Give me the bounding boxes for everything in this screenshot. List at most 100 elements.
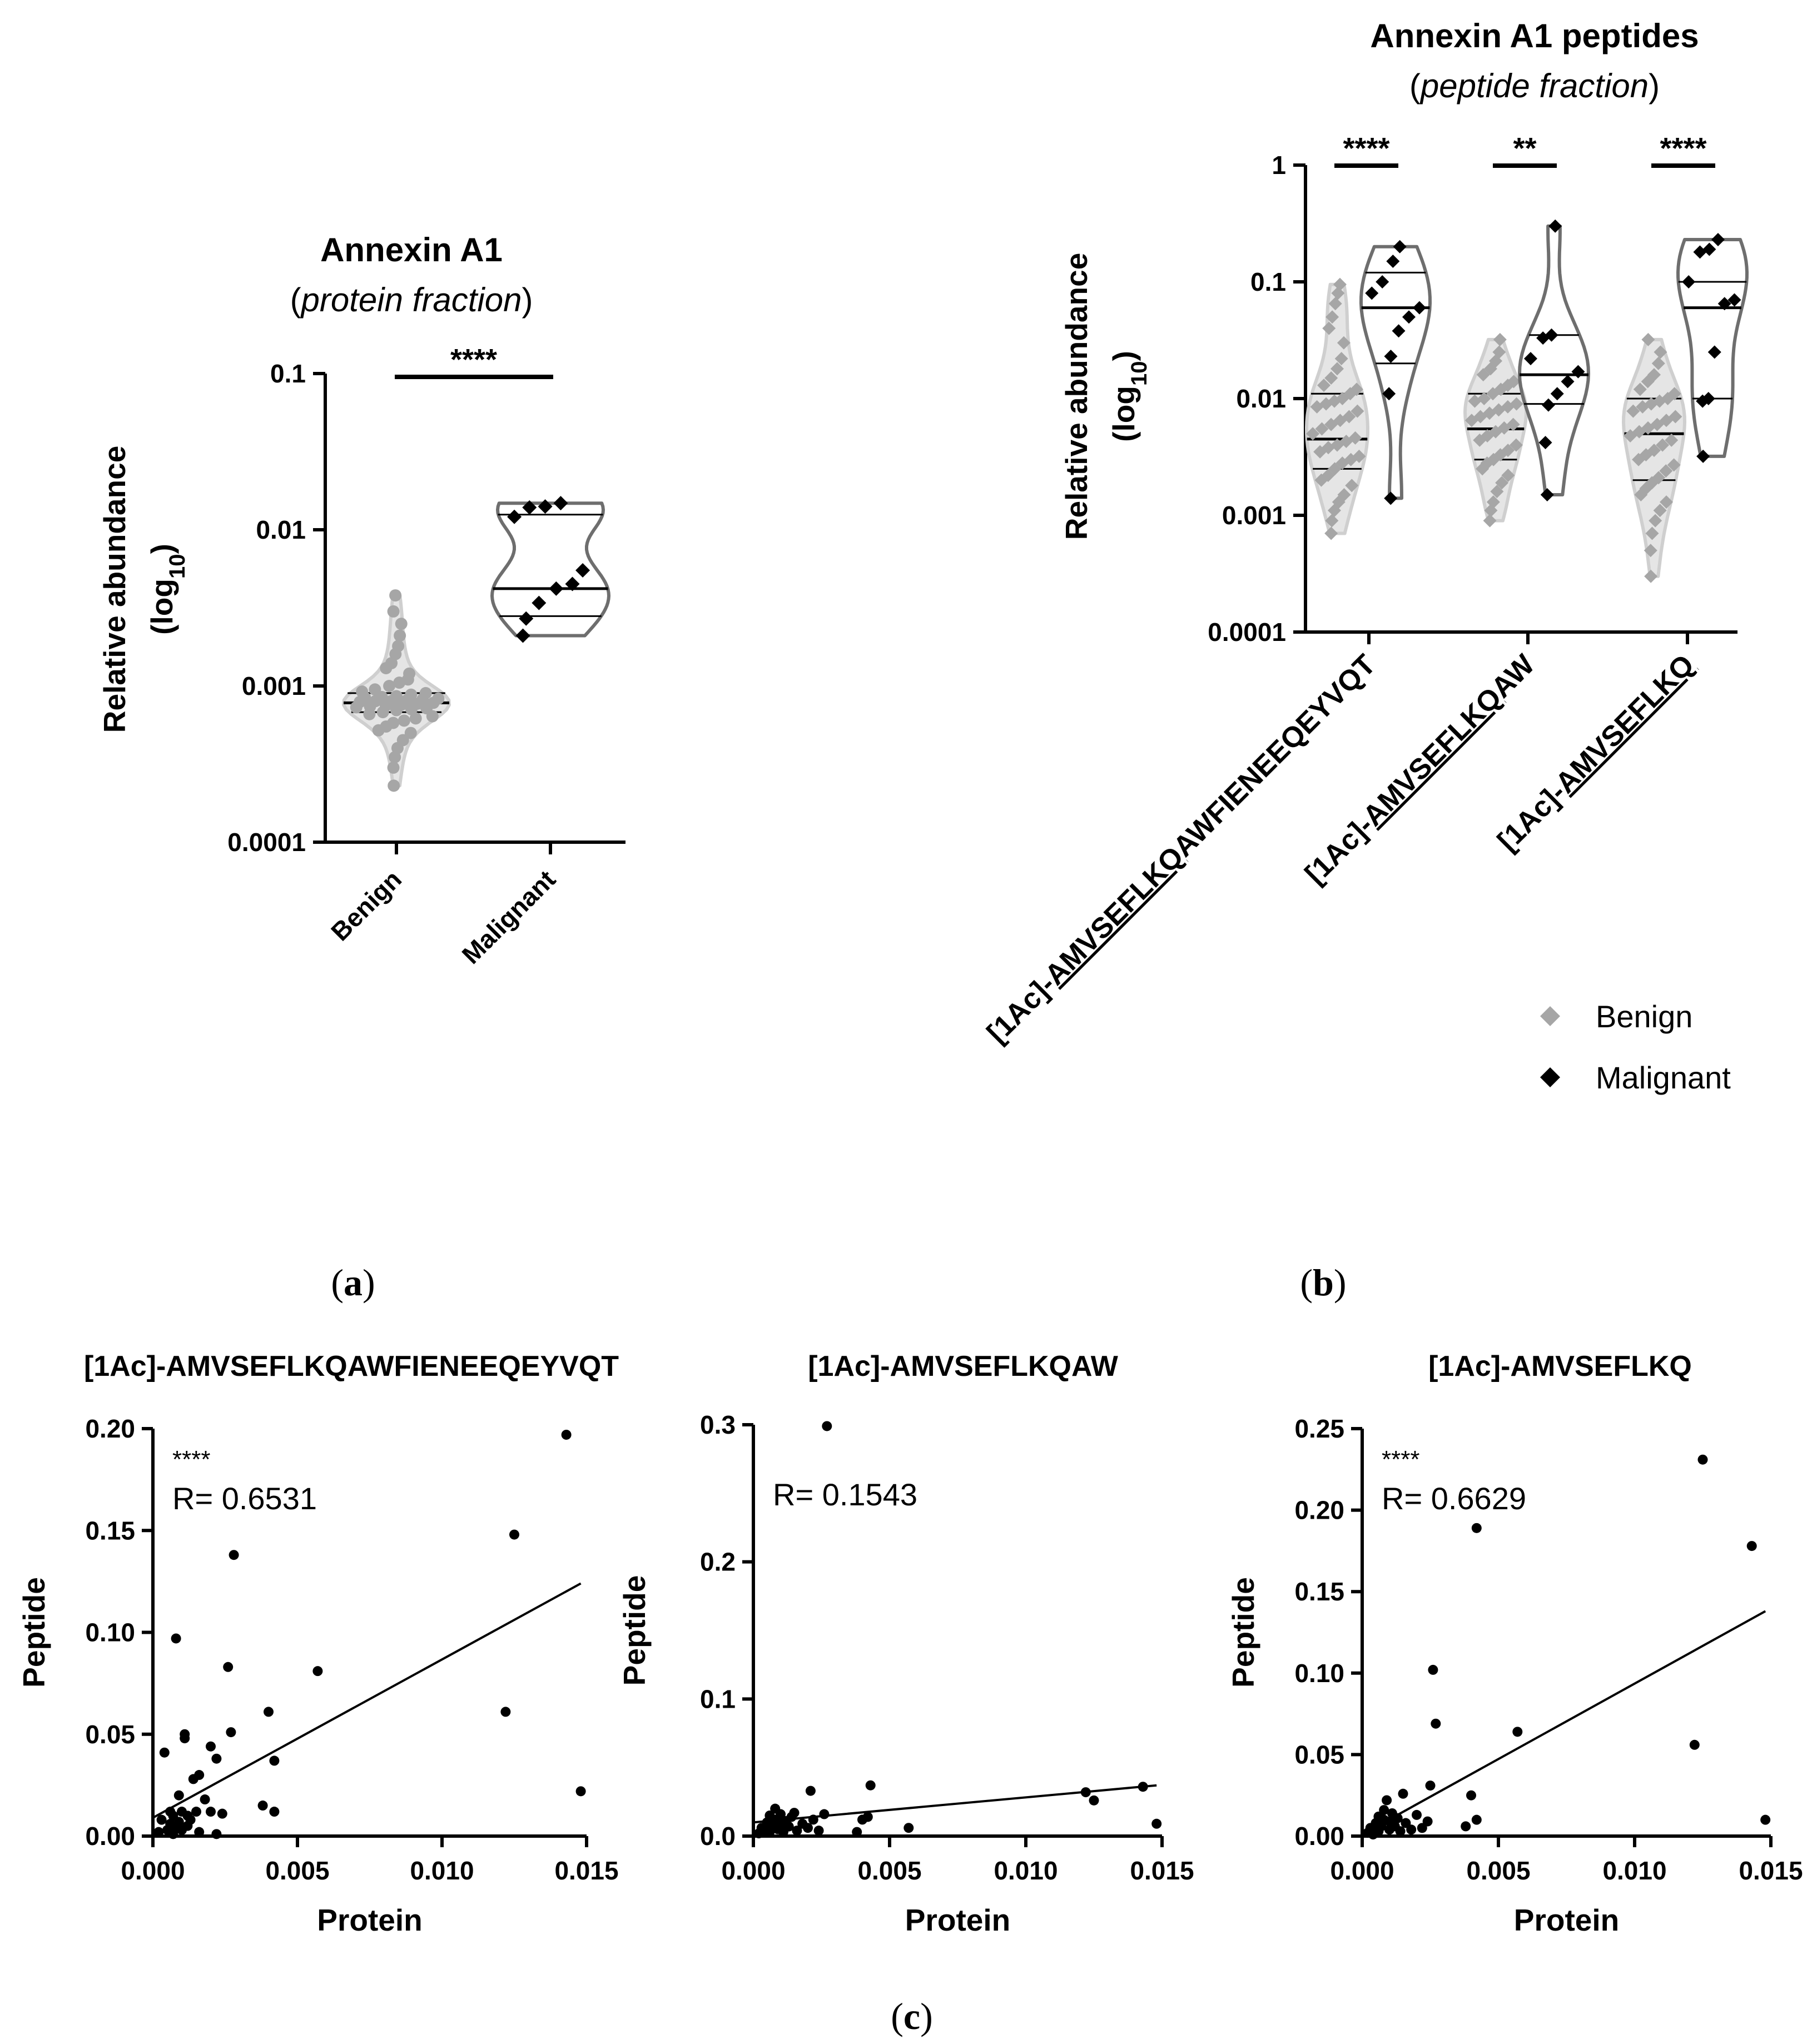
data-point [1501, 469, 1515, 483]
data-point [1571, 365, 1585, 379]
data-point [1492, 345, 1506, 359]
data-point [180, 1729, 190, 1739]
data-point [171, 1633, 181, 1644]
data-point [1351, 404, 1364, 418]
y-axis-label: Relative abundance [1059, 253, 1094, 540]
significance-label: ** [1513, 132, 1536, 165]
data-point [1550, 387, 1564, 401]
data-point [1349, 382, 1363, 396]
violin-outline [1359, 245, 1432, 500]
data-point [1651, 356, 1665, 370]
x-tick-label: 0.015 [554, 1856, 618, 1885]
significance-label: **** [1343, 132, 1389, 165]
data-point [1697, 1454, 1708, 1465]
data-point [1468, 394, 1482, 408]
data-point [1345, 479, 1359, 493]
data-point [532, 595, 547, 610]
data-point [1328, 462, 1342, 476]
data-point [264, 1707, 274, 1717]
data-point [1386, 255, 1400, 268]
data-point [822, 1421, 832, 1431]
data-point [1506, 417, 1520, 431]
y-tick-label: 0.00 [1294, 1822, 1344, 1851]
data-point [1080, 1787, 1091, 1798]
data-point [388, 779, 400, 792]
y-tick-label: 0.001 [1222, 501, 1286, 530]
data-point [269, 1807, 280, 1817]
data-point [1727, 293, 1741, 307]
data-point [792, 1826, 802, 1836]
data-point [1395, 1826, 1406, 1837]
data-point [1490, 485, 1504, 499]
data-point [538, 499, 553, 514]
y-tick-label: 0.0 [700, 1822, 736, 1851]
x-tick-label: 0.005 [1466, 1856, 1530, 1885]
data-point [1538, 436, 1552, 450]
data-point [1644, 544, 1657, 558]
correlation-label: R= 0.6531 [172, 1481, 317, 1516]
x-axis-label: Protein [1514, 1903, 1619, 1937]
data-point [185, 1814, 196, 1825]
data-point [1647, 444, 1661, 457]
data-point [1151, 1818, 1162, 1829]
y-tick-label: 0.1 [1250, 267, 1286, 296]
data-point [1501, 444, 1515, 457]
data-point [1626, 404, 1640, 418]
data-point [1365, 286, 1379, 300]
data-point [419, 687, 432, 699]
data-point [1548, 219, 1562, 233]
data-point [507, 509, 522, 524]
data-point [852, 1827, 862, 1837]
y-tick-label: 0.3 [700, 1410, 736, 1439]
x-tick-label: 0.000 [121, 1856, 185, 1885]
data-point [561, 1429, 572, 1440]
legend: Benign Malignant [1540, 999, 1731, 1095]
data-point [1428, 1664, 1438, 1675]
y-tick-label: 0.15 [1294, 1577, 1344, 1606]
panel-label-b: (b) [1300, 1261, 1346, 1304]
x-axis-label: Protein [905, 1903, 1010, 1937]
data-point [1325, 310, 1339, 324]
data-point [1393, 240, 1407, 253]
y-tick-label: 0.20 [1294, 1496, 1344, 1525]
data-point [383, 680, 396, 692]
data-point [1406, 1824, 1417, 1835]
data-point [1412, 1809, 1422, 1820]
x-tick-label: 0.010 [410, 1856, 474, 1885]
x-tick-label: 0.010 [1602, 1856, 1666, 1885]
data-point [1711, 233, 1725, 247]
chart-title: Annexin A1 peptides [1370, 17, 1699, 54]
data-point [1379, 1805, 1389, 1816]
data-point [405, 688, 418, 701]
regression-line [152, 1582, 582, 1819]
data-point [156, 1814, 167, 1825]
data-point [392, 640, 405, 653]
y-tick-label: 0.00 [85, 1822, 135, 1851]
data-point [1701, 392, 1715, 405]
data-point [387, 717, 400, 729]
violin-chart-peptides: Annexin A1 peptides (peptide fraction) R… [981, 17, 1749, 1095]
data-point [395, 618, 408, 630]
data-point [819, 1809, 830, 1819]
data-point [1541, 398, 1555, 412]
y-axis-label: Peptide [1226, 1577, 1260, 1688]
data-point [257, 1801, 268, 1811]
data-point [1315, 422, 1329, 436]
legend-label-benign: Benign [1596, 999, 1692, 1034]
data-point [1477, 392, 1491, 405]
data-point [1392, 1813, 1403, 1823]
data-point [387, 605, 400, 618]
data-point [1509, 438, 1523, 452]
data-point [1348, 431, 1362, 445]
data-point [1398, 1788, 1408, 1799]
data-point [1324, 371, 1338, 385]
data-point [1495, 476, 1509, 490]
data-point [1667, 458, 1681, 472]
data-point [1656, 438, 1670, 452]
data-point [356, 685, 369, 698]
significance-label: **** [1382, 1446, 1420, 1473]
data-point [194, 1827, 205, 1837]
data-point [803, 1823, 813, 1833]
y-axis-unit: (log10) [145, 544, 190, 635]
